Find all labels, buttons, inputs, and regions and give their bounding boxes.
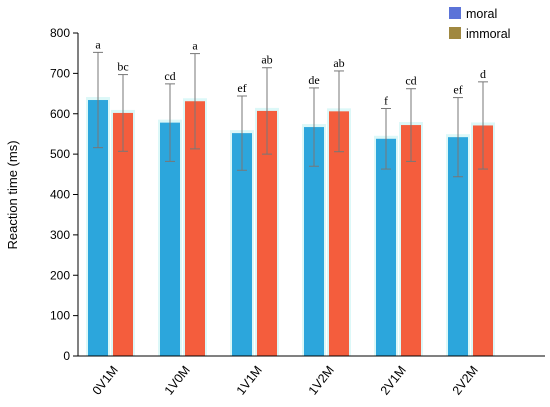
y-tick-label: 400 [50, 188, 70, 202]
bar-moral-1V1M [232, 133, 252, 356]
y-tick-label: 100 [50, 309, 70, 323]
axes-layer: 0V1M 1V0M 1V1M 1V2M 2V1M 2V2M 0 100 200 300 400 500… [50, 26, 545, 398]
legend: moral immoral [449, 7, 510, 41]
significance-label: f [384, 94, 388, 108]
significance-label: cd [405, 74, 416, 88]
y-tick-label: 500 [50, 147, 70, 161]
significance-label: a [95, 37, 101, 51]
x-tick-label: 2V2M [450, 363, 481, 397]
error-bar-moral-1V1M [237, 95, 247, 171]
x-tick-label: 0V1M [90, 363, 121, 397]
y-tick-label: 800 [50, 26, 70, 40]
x-tick-label: 1V2M [306, 363, 337, 397]
bar-immoral-2V2M [473, 125, 493, 357]
legend-swatch-moral [449, 7, 461, 19]
error-bar-immoral-1V2M [334, 70, 344, 153]
bar-moral-1V0M [160, 122, 180, 356]
y-axis-title: Reaction time (ms) [5, 140, 20, 249]
significance-label: ef [237, 81, 246, 95]
significance-label: d [480, 67, 486, 81]
legend-label-immoral: immoral [466, 27, 510, 41]
x-tick-label: 1V0M [162, 363, 193, 397]
error-bar-immoral-1V1M [262, 67, 272, 155]
significance-label: de [308, 73, 319, 87]
significance-label: ab [333, 56, 344, 70]
bar-immoral-1V0M [185, 101, 205, 356]
legend-label-moral: moral [466, 7, 497, 21]
bar-immoral-0V1M [113, 112, 133, 356]
legend-swatch-immoral [449, 27, 461, 39]
significance-label: ef [453, 83, 462, 97]
error-bar-immoral-2V1M [406, 88, 416, 162]
error-bar-immoral-2V2M [478, 81, 488, 170]
significance-label: cd [164, 69, 175, 83]
bar-immoral-2V1M [401, 125, 421, 357]
x-tick-label: 1V1M [234, 363, 265, 397]
y-tick-label: 600 [50, 107, 70, 121]
significance-label: ab [261, 53, 272, 67]
error-bar-moral-2V1M [381, 108, 391, 170]
error-bar-moral-1V0M [165, 83, 175, 162]
y-tick-label: 700 [50, 66, 70, 80]
y-tick-label: 300 [50, 228, 70, 242]
error-bar-moral-1V2M [309, 87, 319, 167]
bar-moral-2V1M [376, 138, 396, 356]
significance-label: a [192, 39, 198, 53]
x-tick-label: 2V1M [378, 363, 409, 397]
y-tick-label: 0 [63, 349, 70, 363]
bar-immoral-1V2M [329, 111, 349, 356]
bar-moral-2V2M [448, 137, 468, 356]
error-bar-immoral-0V1M [118, 74, 128, 152]
bar-shadow-layer [86, 97, 495, 357]
error-bar-immoral-1V0M [190, 53, 200, 150]
bar-moral-0V1M [88, 100, 108, 357]
significance-label: bc [117, 60, 128, 74]
y-tick-label: 200 [50, 268, 70, 282]
error-bar-moral-0V1M [93, 51, 103, 149]
error-bar-moral-2V2M [453, 97, 463, 178]
bar-moral-1V2M [304, 127, 324, 356]
bar-immoral-1V1M [257, 110, 277, 356]
